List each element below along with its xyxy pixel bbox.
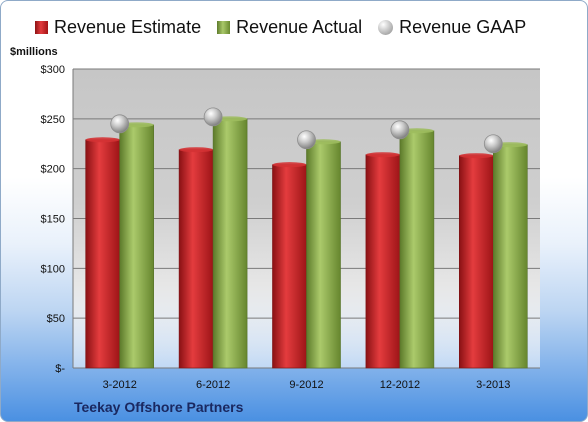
x-tick-label: 9-2012 — [289, 379, 323, 391]
y-tick-label: $100 — [41, 263, 65, 275]
y-tick-label: $50 — [47, 313, 65, 325]
legend-item-estimate: Revenue Estimate — [35, 17, 201, 38]
marker-revenue-gaap — [203, 107, 223, 127]
bar-revenue-estimate-cap — [459, 153, 494, 159]
y-tick-label: $200 — [41, 164, 65, 176]
x-tick-label: 3-2012 — [103, 379, 137, 391]
legend-item-gaap: Revenue GAAP — [378, 17, 526, 38]
bar-revenue-actual — [119, 124, 154, 369]
y-tick-label: $250 — [41, 114, 65, 126]
legend-label-actual: Revenue Actual — [236, 17, 363, 37]
y-tick-label: $- — [55, 363, 65, 375]
bar-revenue-actual — [399, 130, 435, 369]
legend-label-estimate: Revenue Estimate — [54, 17, 202, 37]
bar-revenue-estimate — [178, 149, 214, 369]
bar-revenue-estimate-cap — [179, 147, 214, 153]
bar-revenue-estimate-cap — [365, 152, 400, 158]
x-tick-label: 12-2012 — [380, 379, 420, 391]
bar-revenue-estimate — [458, 155, 494, 369]
legend-marker-gaap — [378, 20, 394, 35]
bar-revenue-estimate-cap — [272, 162, 307, 168]
legend: Revenue Estimate Revenue Actual Revenue … — [35, 17, 542, 38]
bar-revenue-actual — [212, 118, 248, 369]
bar-revenue-estimate — [85, 139, 120, 369]
bar-revenue-actual — [306, 141, 341, 369]
marker-revenue-gaap — [390, 120, 410, 140]
bar-revenue-estimate — [365, 154, 401, 369]
y-tick-label: $150 — [41, 214, 65, 226]
bar-revenue-estimate — [272, 164, 307, 369]
y-axis-label: $millions — [10, 46, 58, 58]
marker-revenue-gaap — [110, 114, 130, 134]
bar-revenue-actual — [492, 144, 528, 369]
x-tick-label: 6-2012 — [196, 379, 230, 391]
x-tick-label: 3-2013 — [476, 379, 510, 391]
legend-swatch-actual — [217, 21, 231, 34]
y-tick-label: $300 — [41, 64, 65, 76]
bar-revenue-estimate-cap — [85, 137, 120, 143]
chart-title: Teekay Offshore Partners — [74, 399, 244, 415]
legend-label-gaap: Revenue GAAP — [399, 17, 527, 37]
legend-item-actual: Revenue Actual — [217, 17, 362, 38]
legend-swatch-estimate — [35, 21, 48, 34]
marker-revenue-gaap — [483, 134, 503, 154]
marker-revenue-gaap — [297, 130, 316, 150]
